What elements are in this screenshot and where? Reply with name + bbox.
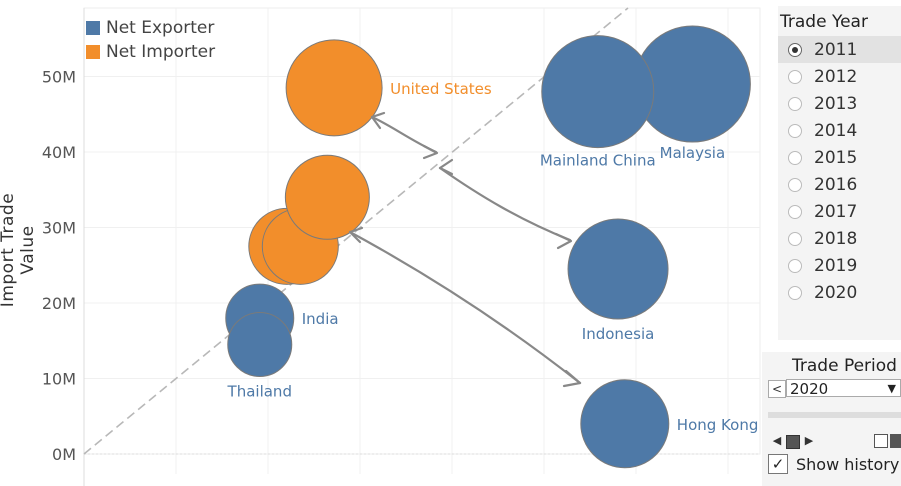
y-axis-ticks: 0M 10M 20M 30M 40M 50M [42,68,76,465]
show-history-toggle[interactable]: ✓ Show history [768,454,899,474]
trade-year-filter: Trade Year 2011 2012 2013 2014 2015 2016 2017 2… [778,6,901,340]
bubble [580,379,670,469]
radio-button-icon[interactable] [788,42,802,57]
radio-dot [792,46,798,53]
playback-controls: ◀ ▶ [770,434,816,449]
year-option-2020[interactable]: 2020 [778,279,901,306]
radio-button-icon[interactable] [788,150,802,165]
trade-period-select[interactable]: 2020 ▼ [786,379,901,398]
trade-year-options: 2011 2012 2013 2014 2015 2016 2017 2018 2019 2020 [778,36,901,306]
trade-period-title: Trade Period [792,356,897,376]
legend: Net Exporter Net Importer [86,16,215,64]
bubble-label: Malaysia [660,144,726,162]
year-option-label: 2013 [814,93,858,114]
legend-item-net-exporter[interactable]: Net Exporter [86,16,215,40]
year-option-2012[interactable]: 2012 [778,63,901,90]
year-option-2018[interactable]: 2018 [778,225,901,252]
bubble-label: Hong Kong [677,416,759,434]
year-option-label: 2014 [814,120,858,141]
bubble-label: Mainland China [540,152,656,170]
view-toggle [874,434,901,448]
bubble [284,154,370,240]
radio-button-icon[interactable] [788,258,802,273]
bubble [567,218,669,320]
year-option-2011[interactable]: 2011 [778,36,901,63]
annotation-arrow [348,230,582,385]
play-forward-icon[interactable]: ▶ [804,434,814,447]
annotation-arrows [348,111,582,388]
legend-label-exporter: Net Exporter [106,18,215,38]
checkmark-icon[interactable]: ✓ [768,454,788,474]
bubble-label: India [302,310,339,328]
year-option-label: 2015 [814,147,858,168]
radio-button-icon[interactable] [788,204,802,219]
y-tick-label: 0M [52,445,76,464]
bubble-label: Indonesia [582,325,655,343]
bubble-label: United States [390,80,492,98]
arrow-head [554,232,573,250]
legend-label-importer: Net Importer [106,42,216,62]
year-option-label: 2020 [814,282,858,303]
legend-swatch-importer [86,45,100,59]
year-option-2013[interactable]: 2013 [778,90,901,117]
year-option-2014[interactable]: 2014 [778,117,901,144]
legend-item-net-importer[interactable]: Net Importer [86,40,215,64]
y-tick-label: 50M [42,68,76,87]
radio-button-icon[interactable] [788,123,802,138]
y-tick-label: 30M [42,219,76,238]
y-axis-label: Import Trade Value [0,192,38,308]
trade-year-title: Trade Year [780,12,868,32]
arrow-head [370,111,386,130]
year-option-2015[interactable]: 2015 [778,144,901,171]
bubbles [225,25,751,469]
radio-button-icon[interactable] [788,96,802,111]
year-option-label: 2019 [814,255,858,276]
radio-button-icon[interactable] [788,231,802,246]
scatter-plot: 0M 10M 20M 30M 40M 50M United States MalaysiaM… [42,7,761,486]
bubble [227,312,293,378]
chevron-down-icon: ▼ [887,382,896,395]
y-tick-label: 20M [42,294,76,313]
radio-button-icon[interactable] [788,285,802,300]
show-history-label: Show history [796,454,900,474]
year-option-label: 2011 [814,39,858,60]
trade-period-control: Trade Period < 2020 ▼ ◀ ▶ ✓ Show history [762,352,901,486]
arrow-head [438,158,454,176]
year-option-label: 2012 [814,66,858,87]
view-dark-icon[interactable] [890,434,901,448]
bubble [285,39,383,137]
arrow-head [562,369,582,388]
year-option-label: 2016 [814,174,858,195]
arrow-head [422,144,439,160]
radio-button-icon[interactable] [788,177,802,192]
trade-period-value: 2020 [790,380,829,398]
radio-button-icon[interactable] [788,69,802,84]
legend-swatch-exporter [86,21,100,35]
bubble-label: Thailand [227,383,292,401]
y-tick-label: 40M [42,143,76,162]
y-tick-label: 10M [42,370,76,389]
year-option-label: 2017 [814,201,858,222]
chart-area: 0M 10M 20M 30M 40M 50M United States Malaysia M… [0,7,761,486]
year-option-2017[interactable]: 2017 [778,198,901,225]
year-option-label: 2018 [814,228,858,249]
play-backward-icon[interactable]: ◀ [772,434,782,447]
year-option-2019[interactable]: 2019 [778,252,901,279]
period-slider[interactable] [768,412,901,418]
stop-icon[interactable] [786,435,800,449]
bubble [541,35,655,149]
arrow-head [348,226,364,244]
year-option-2016[interactable]: 2016 [778,171,901,198]
annotation-arrow [438,166,572,242]
previous-period-button[interactable]: < [768,380,786,398]
view-light-icon[interactable] [874,434,888,448]
